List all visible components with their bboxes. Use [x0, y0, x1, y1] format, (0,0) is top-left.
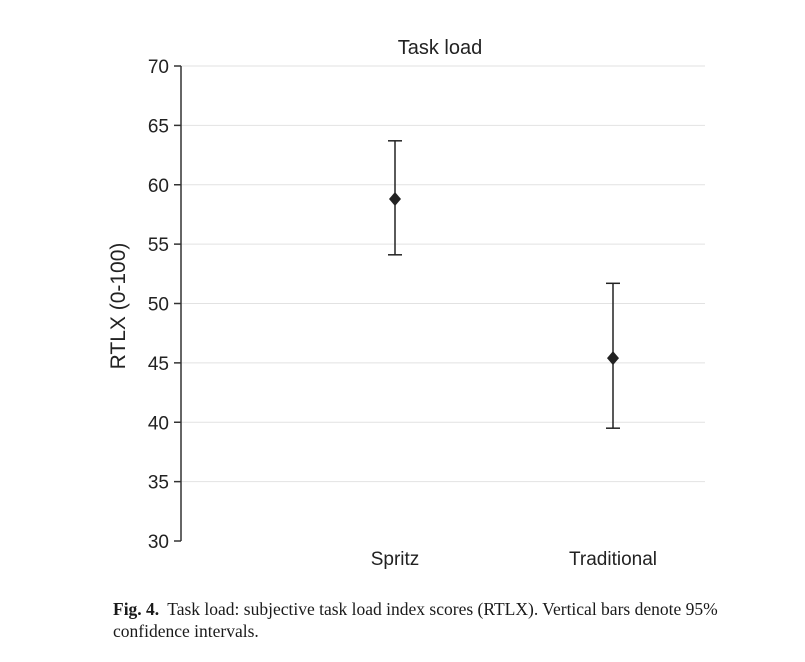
y-axis-label: RTLX (0-100) — [107, 243, 130, 370]
x-axis-tick-labels: Spritz Traditional — [371, 549, 657, 570]
y-tick-label: 65 — [148, 116, 169, 137]
caption-text: Task load: subjective task load index sc… — [113, 599, 718, 641]
y-tick-label: 55 — [148, 235, 169, 256]
y-tick-label: 45 — [148, 354, 169, 375]
y-axis-ticks: 30 35 40 45 50 55 60 65 70 — [148, 57, 181, 553]
chart-title: Task load — [398, 37, 483, 59]
y-tick-label: 60 — [148, 176, 169, 197]
figure-caption: Fig. 4. Task load: subjective task load … — [113, 598, 793, 642]
y-tick-label: 40 — [148, 413, 169, 434]
y-tick-label: 70 — [148, 57, 169, 78]
chart: Task load 30 35 40 45 50 55 60 65 70 RTLX (0-100… — [107, 37, 705, 570]
y-tick-label: 50 — [148, 295, 169, 316]
gridlines — [181, 65, 705, 483]
data-point-traditional — [607, 351, 619, 366]
x-tick-label: Spritz — [371, 549, 420, 570]
y-tick-label: 35 — [148, 473, 169, 494]
caption-label: Fig. 4. — [113, 599, 160, 619]
x-tick-label: Traditional — [569, 549, 657, 570]
data-points — [388, 140, 620, 429]
y-tick-label: 30 — [148, 532, 169, 553]
data-point-spritz — [389, 192, 401, 206]
